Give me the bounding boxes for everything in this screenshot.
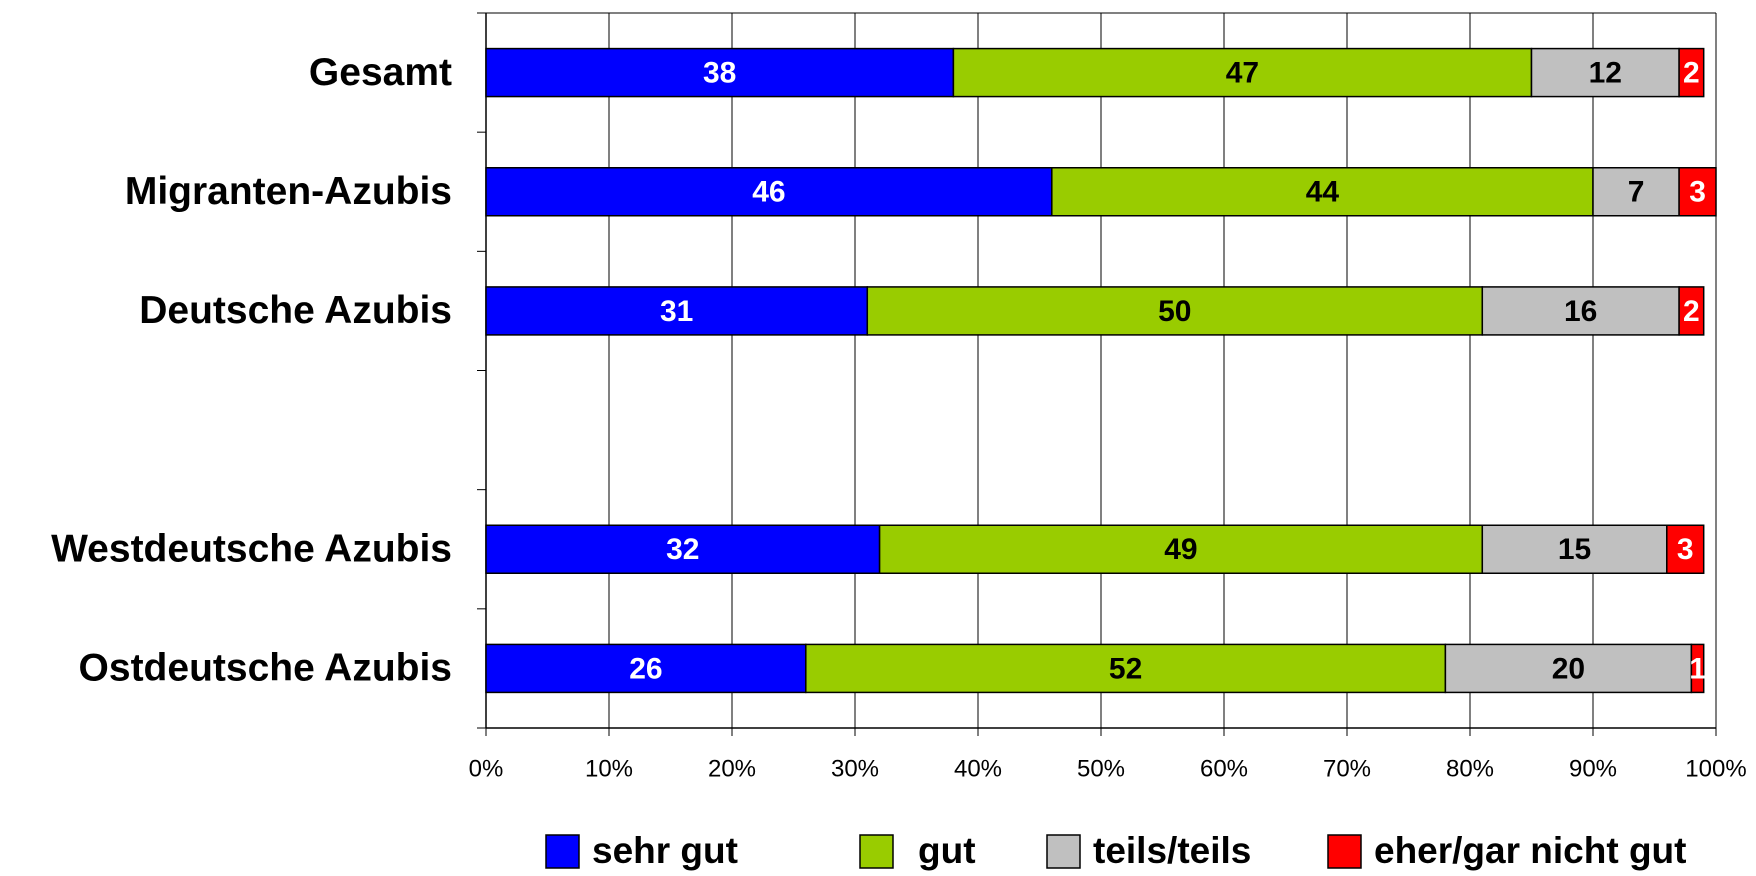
legend-label: teils/teils	[1093, 830, 1251, 871]
x-tick-label: 80%	[1446, 755, 1494, 782]
x-tick-label: 50%	[1077, 755, 1125, 782]
value-label: 2	[1683, 295, 1700, 328]
value-label: 31	[660, 295, 693, 328]
value-label: 20	[1552, 652, 1585, 685]
bar-segment	[952, 47, 1533, 98]
legend-label: gut	[918, 830, 976, 871]
x-tick-label: 20%	[708, 755, 756, 782]
value-label: 38	[703, 57, 736, 90]
y-tick-label: Migranten-Azubis	[125, 170, 452, 213]
bar-segment	[1051, 167, 1594, 217]
value-label: 3	[1689, 176, 1706, 209]
bar-segment	[1678, 167, 1717, 217]
bar-segment	[1666, 524, 1705, 574]
x-tick-label: 70%	[1323, 755, 1371, 782]
y-tick-label: Deutsche Azubis	[139, 289, 452, 332]
legend-swatch	[1046, 834, 1081, 869]
legend-swatch	[1327, 834, 1362, 869]
legend-label: sehr gut	[592, 830, 738, 871]
value-label: 1	[1689, 652, 1706, 685]
x-tick-label: 30%	[831, 755, 879, 782]
value-label: 50	[1158, 295, 1191, 328]
value-label: 46	[752, 176, 785, 209]
bar-segment	[1592, 167, 1680, 217]
value-label: 49	[1164, 533, 1197, 566]
value-label: 12	[1589, 57, 1622, 90]
x-tick-label: 100%	[1685, 755, 1746, 782]
value-label: 52	[1109, 652, 1142, 685]
bar-segment	[485, 167, 1053, 217]
x-tick-label: 90%	[1569, 755, 1617, 782]
bar-segment	[1678, 286, 1705, 336]
bar-segment	[1481, 286, 1680, 336]
bar-segment	[485, 643, 807, 694]
x-tick-label: 10%	[585, 755, 633, 782]
value-label: 47	[1226, 57, 1259, 90]
bar-segment	[1678, 47, 1705, 98]
legend-swatch	[859, 834, 894, 869]
bar-segment	[1690, 643, 1705, 694]
x-tick-label: 0%	[469, 755, 504, 782]
legend-label: eher/gar nicht gut	[1374, 830, 1686, 871]
value-label: 16	[1564, 295, 1597, 328]
bar-segment	[1530, 47, 1680, 98]
y-tick-label: Gesamt	[309, 51, 452, 94]
value-label: 44	[1306, 176, 1340, 209]
value-label: 15	[1558, 533, 1591, 566]
x-tick-label: 40%	[954, 755, 1002, 782]
legend-swatch	[545, 834, 580, 869]
bar-segment	[1481, 524, 1668, 574]
value-label: 3	[1677, 533, 1694, 566]
bar-segment	[485, 47, 955, 98]
y-tick-label: Ostdeutsche Azubis	[79, 647, 452, 690]
value-label: 26	[629, 652, 662, 685]
value-label: 32	[666, 533, 699, 566]
y-tick-label: Westdeutsche Azubis	[51, 528, 452, 571]
bar-segment	[805, 643, 1447, 694]
value-label: 7	[1628, 176, 1645, 209]
x-tick-label: 60%	[1200, 755, 1248, 782]
value-label: 2	[1683, 57, 1700, 90]
